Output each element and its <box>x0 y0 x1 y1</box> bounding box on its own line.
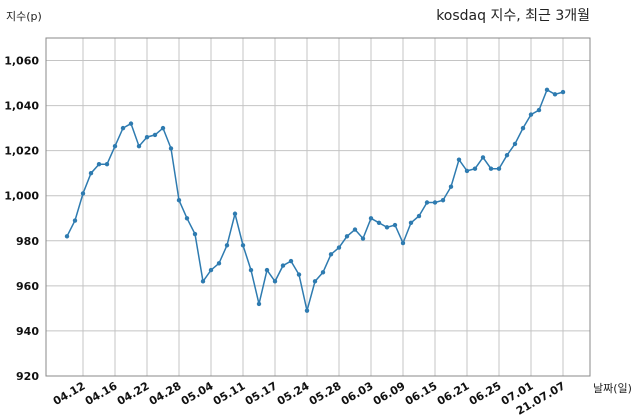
data-point <box>136 143 142 149</box>
data-point <box>64 234 70 239</box>
data-point <box>312 279 318 284</box>
data-point <box>512 141 518 147</box>
data-point <box>488 166 494 171</box>
data-point <box>424 200 430 205</box>
chart-title: kosdaq 지수, 최근 3개월 <box>436 8 590 24</box>
data-point <box>480 155 486 160</box>
data-point <box>496 166 502 171</box>
y-tick-label: 980 <box>16 235 39 248</box>
x-tick-label: 05.28 <box>307 379 344 408</box>
data-point <box>144 134 150 140</box>
y-tick-label: 960 <box>16 280 39 293</box>
data-point <box>320 270 326 275</box>
y-tick-labels: 920 940 960 980 1,000 1,020 1,040 1,060 <box>4 55 39 383</box>
data-point <box>248 267 254 273</box>
data-point <box>440 198 446 203</box>
data-point <box>280 263 286 268</box>
data-point <box>544 87 550 93</box>
data-point <box>376 220 382 225</box>
y-axis-label: 지수(p) <box>6 10 42 23</box>
data-point <box>336 245 342 250</box>
data-point <box>80 191 86 196</box>
data-point <box>472 166 478 171</box>
data-point <box>360 236 366 241</box>
data-point <box>232 211 238 216</box>
x-axis-label: 날짜(일) <box>593 381 632 395</box>
data-point <box>368 216 374 221</box>
data-point <box>72 218 78 223</box>
data-point <box>464 168 470 174</box>
x-tick-label: 06.15 <box>403 379 440 408</box>
gridlines <box>46 38 590 376</box>
data-point <box>328 252 334 257</box>
data-point <box>256 301 262 307</box>
data-point <box>104 161 110 167</box>
data-point <box>560 89 566 95</box>
data-point <box>296 272 302 277</box>
data-point <box>456 157 462 162</box>
x-tick-label: 05.24 <box>275 379 312 408</box>
x-tick-labels: 04.1204.1604.2204.2805.0405.1105.1705.24… <box>51 379 568 418</box>
data-point <box>88 171 94 176</box>
data-point <box>112 143 118 149</box>
x-tick-label: 05.11 <box>211 379 248 408</box>
x-tick-label: 05.17 <box>243 379 280 408</box>
data-point <box>264 267 270 273</box>
y-tick-label: 1,040 <box>4 100 39 113</box>
x-tick-label: 06.21 <box>435 379 472 408</box>
data-point <box>536 107 542 113</box>
x-tick-label: 05.04 <box>179 379 216 408</box>
y-tick-label: 940 <box>16 325 39 338</box>
data-point <box>416 213 422 219</box>
x-tick-label: 06.25 <box>467 379 504 408</box>
data-point <box>160 125 166 131</box>
data-point <box>184 216 190 221</box>
data-point <box>448 184 454 189</box>
data-point <box>552 92 558 97</box>
series-kosdaq <box>64 87 566 313</box>
data-point <box>208 267 214 273</box>
data-point <box>384 225 390 230</box>
x-tick-label: 04.12 <box>51 379 88 408</box>
x-tick-label: 06.09 <box>371 379 408 408</box>
y-tick-label: 1,020 <box>4 145 39 158</box>
data-point <box>352 227 358 232</box>
data-point <box>528 112 534 117</box>
data-point <box>504 152 510 158</box>
data-point <box>400 240 406 246</box>
x-tick-label: 04.22 <box>115 379 152 408</box>
data-point <box>408 220 414 225</box>
x-tick-label: 04.16 <box>83 379 120 408</box>
data-point <box>432 200 438 205</box>
x-tick-label: 04.28 <box>147 379 184 408</box>
data-point <box>224 243 230 248</box>
data-point <box>304 308 310 313</box>
data-point <box>120 125 126 131</box>
data-point <box>192 231 198 237</box>
data-point <box>344 234 350 239</box>
data-point <box>152 132 158 138</box>
x-tick-label: 06.03 <box>339 379 376 408</box>
data-point <box>176 198 182 203</box>
data-point <box>128 121 134 126</box>
data-point <box>392 222 398 228</box>
data-point <box>520 125 526 131</box>
data-point <box>288 258 294 264</box>
data-point <box>168 146 174 151</box>
plot-frame <box>45 37 591 377</box>
data-point <box>272 279 278 284</box>
y-tick-label: 1,060 <box>4 55 39 68</box>
data-point <box>216 261 222 266</box>
series-line <box>66 88 564 311</box>
data-point <box>96 161 102 167</box>
data-point <box>200 279 206 284</box>
y-tick-label: 920 <box>16 370 39 383</box>
y-tick-label: 1,000 <box>4 190 39 203</box>
data-point <box>240 243 246 248</box>
